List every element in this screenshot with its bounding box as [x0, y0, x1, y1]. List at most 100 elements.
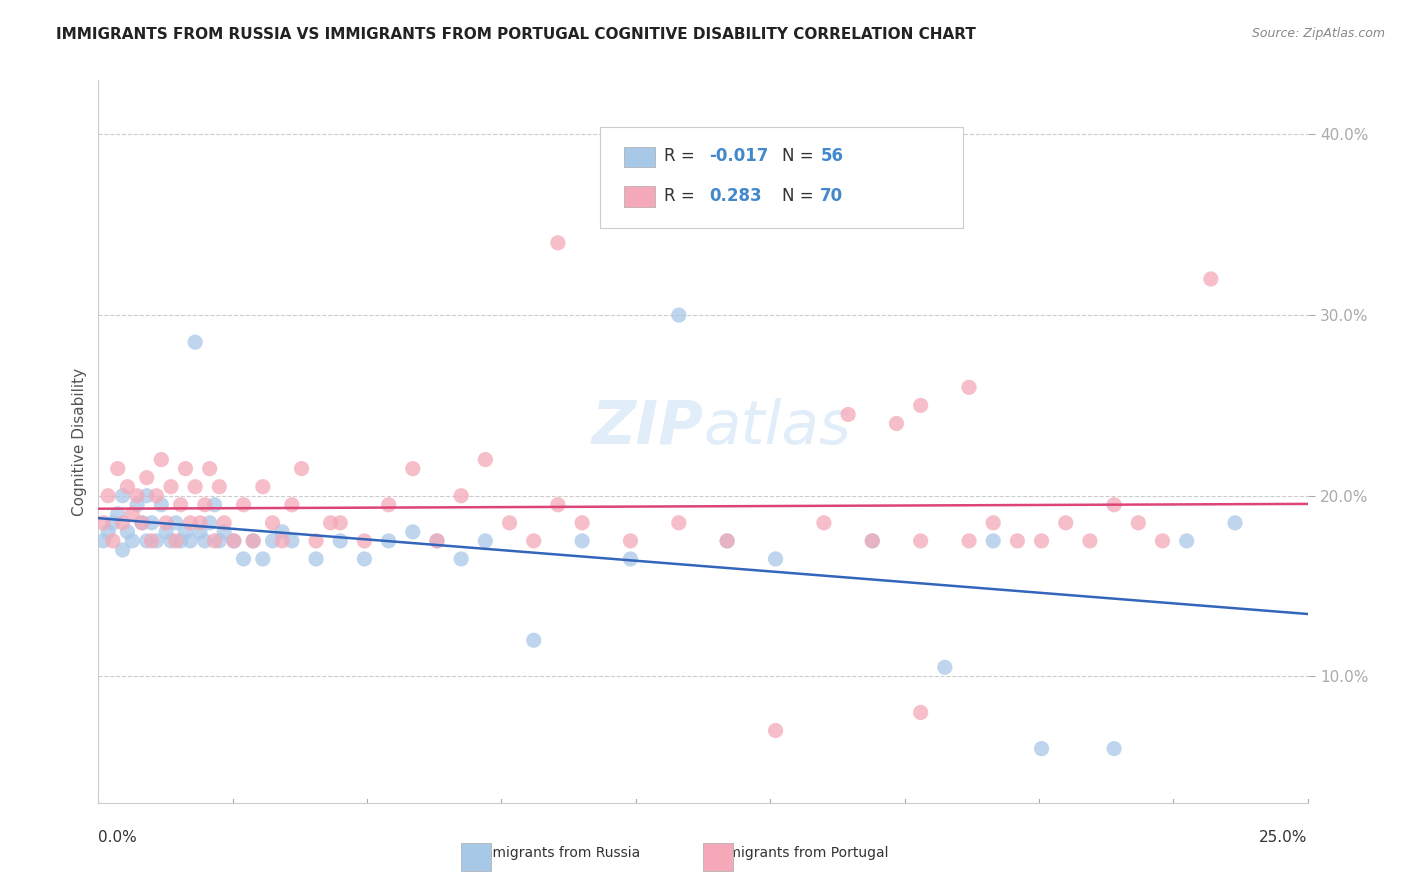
Point	[547, 498, 569, 512]
Text: -0.017: -0.017	[709, 147, 769, 165]
Point	[208, 480, 231, 494]
Point	[232, 498, 254, 512]
Point	[377, 533, 399, 548]
Point	[765, 723, 787, 738]
Point	[155, 524, 177, 539]
Point	[141, 516, 163, 530]
Point	[523, 533, 546, 548]
Point	[934, 660, 956, 674]
FancyBboxPatch shape	[624, 147, 655, 167]
Point	[184, 480, 207, 494]
Text: Immigrants from Russia: Immigrants from Russia	[475, 847, 641, 861]
Point	[174, 524, 197, 539]
Point	[1031, 741, 1053, 756]
Point	[571, 516, 593, 530]
Point	[353, 533, 375, 548]
Point	[107, 507, 129, 521]
Point	[174, 461, 197, 475]
Point	[860, 533, 883, 548]
Point	[121, 533, 143, 548]
Point	[290, 461, 312, 475]
Point	[242, 533, 264, 548]
Point	[97, 489, 120, 503]
Point	[474, 533, 496, 548]
Point	[135, 471, 157, 485]
Point	[155, 516, 177, 530]
Text: ZIP: ZIP	[591, 398, 703, 457]
Point	[886, 417, 908, 431]
Point	[179, 516, 201, 530]
Point	[329, 516, 352, 530]
Point	[910, 398, 932, 412]
Point	[141, 533, 163, 548]
Point	[107, 461, 129, 475]
Point	[523, 633, 546, 648]
Point	[402, 524, 425, 539]
Point	[426, 533, 449, 548]
Point	[1175, 533, 1198, 548]
FancyBboxPatch shape	[624, 186, 655, 207]
Point	[204, 498, 226, 512]
Point	[910, 706, 932, 720]
Point	[910, 533, 932, 548]
Point	[188, 524, 211, 539]
Point	[765, 552, 787, 566]
Point	[232, 552, 254, 566]
Point	[145, 533, 167, 548]
Point	[1199, 272, 1222, 286]
Point	[957, 380, 980, 394]
Text: 56: 56	[820, 147, 844, 165]
Point	[450, 552, 472, 566]
Point	[117, 524, 139, 539]
Text: atlas: atlas	[703, 398, 851, 457]
Text: R =: R =	[664, 147, 700, 165]
Point	[111, 516, 134, 530]
Text: 0.283: 0.283	[709, 187, 762, 205]
Text: 70: 70	[820, 187, 844, 205]
Text: R =: R =	[664, 187, 700, 205]
Point	[127, 498, 149, 512]
Point	[222, 533, 245, 548]
Point	[179, 533, 201, 548]
Point	[111, 542, 134, 557]
Point	[145, 489, 167, 503]
Point	[262, 516, 284, 530]
Point	[131, 516, 153, 530]
Point	[150, 498, 173, 512]
Point	[91, 516, 114, 530]
Text: N =: N =	[782, 187, 818, 205]
Point	[305, 533, 328, 548]
Point	[262, 533, 284, 548]
Point	[1223, 516, 1246, 530]
Point	[184, 335, 207, 350]
Point	[169, 533, 191, 548]
Point	[165, 533, 187, 548]
Text: 25.0%: 25.0%	[1260, 830, 1308, 845]
Point	[198, 516, 221, 530]
FancyBboxPatch shape	[461, 843, 492, 871]
Point	[281, 498, 304, 512]
Point	[353, 552, 375, 566]
Point	[402, 461, 425, 475]
Point	[498, 516, 520, 530]
Point	[426, 533, 449, 548]
Point	[212, 524, 235, 539]
Point	[194, 498, 217, 512]
Point	[860, 533, 883, 548]
Point	[1102, 741, 1125, 756]
Point	[208, 533, 231, 548]
Point	[450, 489, 472, 503]
Point	[222, 533, 245, 548]
Point	[135, 533, 157, 548]
Point	[981, 516, 1004, 530]
Point	[271, 524, 294, 539]
Point	[813, 516, 835, 530]
Point	[169, 498, 191, 512]
Point	[716, 533, 738, 548]
Point	[668, 516, 690, 530]
Point	[194, 533, 217, 548]
Point	[97, 524, 120, 539]
Point	[329, 533, 352, 548]
Point	[198, 461, 221, 475]
Point	[305, 552, 328, 566]
